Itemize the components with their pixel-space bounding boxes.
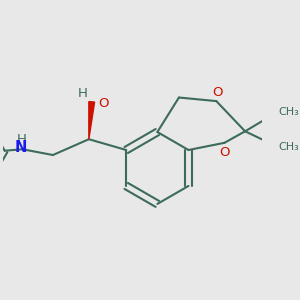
- Text: O: O: [212, 86, 222, 99]
- Text: N: N: [15, 140, 27, 155]
- Text: CH₃: CH₃: [278, 142, 299, 152]
- Text: H: H: [78, 87, 88, 100]
- Text: O: O: [219, 146, 230, 159]
- Text: O: O: [98, 97, 109, 110]
- Text: CH₃: CH₃: [278, 107, 299, 117]
- Polygon shape: [89, 102, 94, 139]
- Text: H: H: [16, 133, 26, 146]
